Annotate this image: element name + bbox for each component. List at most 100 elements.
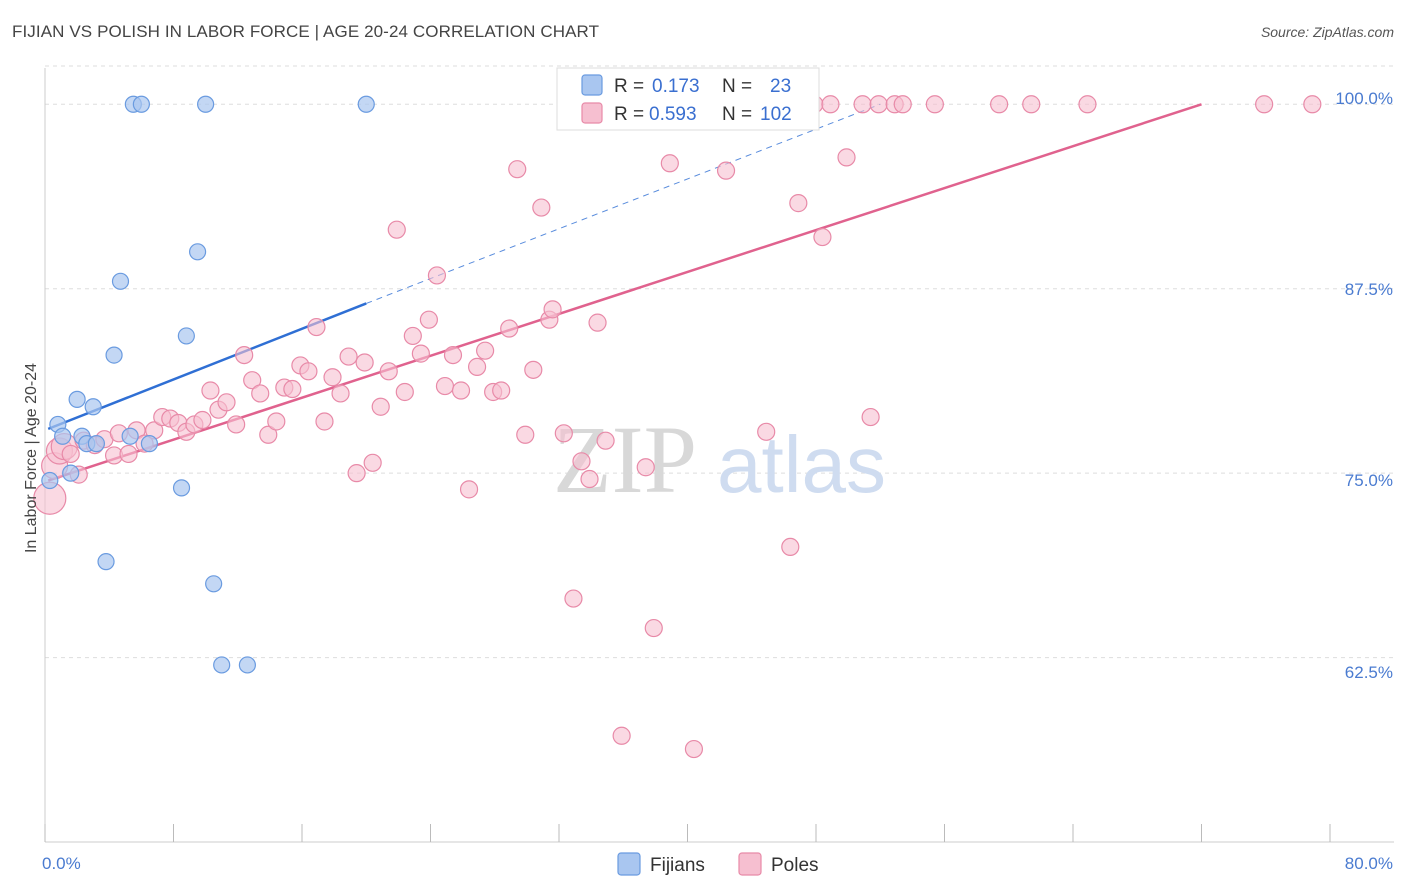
fijians-point (62, 464, 80, 482)
poles-point (243, 371, 262, 390)
fijians-point (188, 243, 207, 261)
poles-point (596, 431, 615, 450)
fijians-point (54, 427, 72, 445)
watermark: ZIP atlas (553, 406, 886, 513)
poles-point (580, 469, 599, 489)
poles-point (387, 220, 406, 239)
legend-n-value-fijians: 23 (770, 76, 791, 97)
poles-point (1255, 95, 1274, 114)
bottom-legend-swatch-fijians (617, 852, 641, 876)
poles-point (925, 95, 944, 114)
poles-point (283, 379, 302, 399)
poles-point (227, 415, 246, 434)
fijians-point (41, 471, 59, 490)
poles-point (990, 95, 1009, 114)
poles-point (411, 344, 430, 363)
poles-point (371, 397, 390, 416)
legend-r-label-poles: R = (614, 104, 644, 125)
poles-point (323, 368, 342, 387)
fijians-point (357, 95, 375, 113)
fijians-point (87, 435, 106, 453)
poles-point (331, 384, 350, 403)
poles-point (476, 341, 495, 360)
y-tick-label-100: 100.0% (1335, 89, 1393, 108)
poles-point (869, 95, 888, 114)
poles-point (684, 739, 704, 759)
poles-point (443, 345, 463, 365)
poles-point (259, 425, 278, 444)
bottom-legend-swatch-poles (738, 852, 762, 876)
poles-point (251, 384, 270, 403)
poles-point (451, 381, 471, 400)
poles-point (781, 537, 800, 557)
y-tick-label-75: 75.0% (1345, 471, 1393, 490)
legend: R = 0.173 N = 23 R = 0.593 N = 102 (556, 67, 820, 131)
fijians-point (132, 95, 150, 113)
poles-point (612, 726, 631, 745)
fijians-point (213, 656, 231, 674)
poles-point (61, 444, 80, 464)
fijians-point (197, 95, 215, 113)
poles-point (789, 194, 808, 213)
fijians-point (111, 272, 130, 290)
poles-point (235, 345, 254, 365)
poles-point (379, 362, 398, 381)
poles-point (660, 154, 679, 173)
poles-point (861, 407, 880, 427)
poles-point (307, 317, 326, 337)
poles-point (1303, 95, 1322, 114)
fijians-point (68, 390, 86, 408)
poles-point (813, 227, 832, 247)
fijians-point (205, 575, 223, 593)
y-axis-title: In Labor Force | Age 20-24 (23, 363, 40, 553)
fijians-point (105, 346, 123, 364)
poles-point (193, 410, 212, 430)
poles-point (853, 95, 872, 114)
poles-point (564, 589, 583, 608)
poles-point (716, 161, 736, 180)
poles-point (299, 362, 318, 381)
watermark-atlas: atlas (717, 420, 886, 509)
chart-title: FIJIAN VS POLISH IN LABOR FORCE | AGE 20… (12, 22, 600, 41)
poles-point (467, 357, 487, 376)
poles-point (217, 393, 236, 412)
poles-point (492, 381, 511, 400)
poles-point (459, 480, 479, 499)
fijians-point (172, 479, 191, 497)
poles-point (572, 452, 591, 471)
legend-r-label-fijians: R = (614, 76, 644, 97)
y-tick-label-62-5: 62.5% (1345, 663, 1393, 682)
fijians-point (121, 427, 139, 445)
poles-point (524, 360, 543, 379)
poles-point (636, 458, 655, 477)
legend-n-value-poles: 102 (760, 104, 792, 125)
legend-swatch-poles (581, 102, 603, 124)
poles-point (201, 381, 220, 400)
fijians-points (41, 95, 375, 674)
fijians-trend-extension (366, 103, 881, 304)
legend-r-value-poles: 0.593 (649, 104, 697, 125)
poles-point (554, 424, 573, 443)
bottom-legend-fijians: Fijians (650, 855, 705, 876)
poles-point (403, 326, 422, 346)
poles-point (119, 444, 138, 464)
poles-point (315, 412, 334, 431)
poles-point (821, 95, 840, 114)
poles-point (427, 266, 447, 285)
poles-point (1078, 95, 1097, 114)
poles-point (516, 425, 535, 444)
legend-n-label-fijians: N = (722, 76, 752, 97)
y-tick-label-87-5: 87.5% (1345, 280, 1393, 299)
poles-point (508, 160, 527, 179)
source-label: Source: ZipAtlas.com (1260, 24, 1394, 40)
fijians-point (84, 398, 102, 416)
poles-point (347, 464, 366, 483)
x-tick-label-max: 80.0% (1345, 854, 1393, 873)
poles-point (757, 422, 776, 441)
poles-point (363, 453, 382, 472)
poles-point (500, 319, 519, 338)
poles-point (339, 347, 358, 366)
poles-point (355, 353, 374, 372)
fijians-point (238, 656, 256, 674)
